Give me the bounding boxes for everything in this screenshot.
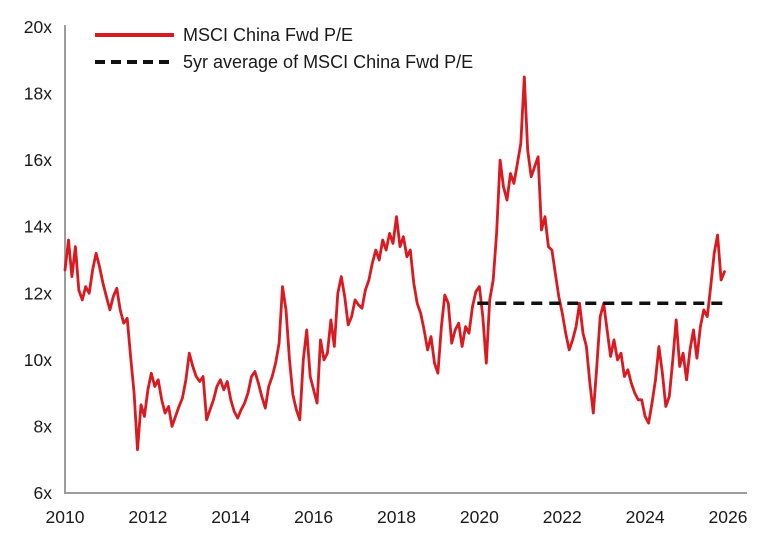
- legend: MSCI China Fwd P/E 5yr average of MSCI C…: [95, 22, 473, 75]
- y-tick-label: 16x: [24, 150, 52, 170]
- x-tick-label: 2016: [294, 507, 333, 527]
- x-tick-label: 2026: [709, 507, 748, 527]
- x-tick-label: 2020: [460, 507, 499, 527]
- x-tick-label: 2024: [626, 507, 665, 527]
- legend-item-5yr-average: 5yr average of MSCI China Fwd P/E: [95, 49, 473, 75]
- y-tick-label: 14x: [24, 217, 52, 237]
- x-tick-label: 2014: [211, 507, 250, 527]
- x-tick-label: 2018: [377, 507, 416, 527]
- legend-solid-red-line-icon: [95, 33, 174, 37]
- legend-label-fwd-pe: MSCI China Fwd P/E: [183, 25, 354, 45]
- y-tick-label: 12x: [24, 283, 52, 303]
- y-tick-label: 18x: [24, 84, 52, 104]
- x-tick-label: 2010: [46, 507, 85, 527]
- legend-item-fwd-pe: MSCI China Fwd P/E: [95, 22, 473, 48]
- msci-china-fwd-pe-line: [63, 75, 726, 452]
- y-tick-label: 10x: [24, 350, 52, 370]
- y-tick-label: 6x: [34, 483, 53, 503]
- legend-label-5yr-average: 5yr average of MSCI China Fwd P/E: [183, 52, 474, 72]
- x-tick-label: 2012: [128, 507, 167, 527]
- y-tick-label: 20x: [24, 17, 52, 37]
- x-tick-label: 2022: [543, 507, 582, 527]
- y-tick-label: 8x: [34, 416, 53, 436]
- legend-dashed-black-line-icon: [95, 60, 174, 64]
